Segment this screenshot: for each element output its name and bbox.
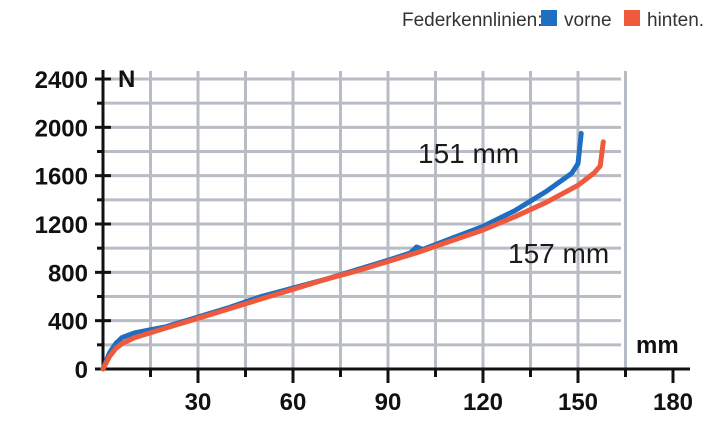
- x-tick-label: 180: [653, 389, 693, 416]
- series-lines: [100, 130, 606, 372]
- annotation-vorne: 151 mm: [418, 138, 519, 169]
- x-tick-label: 30: [185, 389, 212, 416]
- x-tick-label: 90: [375, 389, 402, 416]
- x-axis-label: mm: [636, 332, 679, 359]
- y-tick-label: 1200: [35, 212, 88, 239]
- y-tick-label: 2400: [35, 67, 88, 94]
- legend-label-hinten: hinten.: [647, 10, 704, 31]
- y-tick-label: 2000: [35, 115, 88, 142]
- y-tick-labels: 0 400 800 1200 1600 2000 2400: [35, 67, 111, 384]
- x-tick-labels: 30 60 90 120 150 180: [149, 369, 693, 416]
- y-tick-label: 800: [48, 260, 88, 287]
- x-tick-label: 60: [280, 389, 307, 416]
- legend-swatch-vorne: [541, 10, 557, 26]
- annotation-hinten: 157 mm: [508, 238, 609, 269]
- y-tick-label: 0: [75, 357, 88, 384]
- axes: [101, 70, 690, 371]
- legend-title: Federkennlinien:: [402, 10, 542, 31]
- y-tick-label: 1600: [35, 164, 88, 191]
- legend-swatch-hinten: [624, 10, 640, 26]
- x-tick-label: 120: [463, 389, 503, 416]
- y-tick-label: 400: [48, 309, 88, 336]
- legend: Federkennlinien: vorne hinten.: [402, 10, 704, 31]
- legend-label-vorne: vorne: [564, 10, 612, 31]
- y-axis-label: N: [118, 66, 135, 93]
- x-tick-label: 150: [558, 389, 598, 416]
- series-line-hinten: [100, 139, 606, 372]
